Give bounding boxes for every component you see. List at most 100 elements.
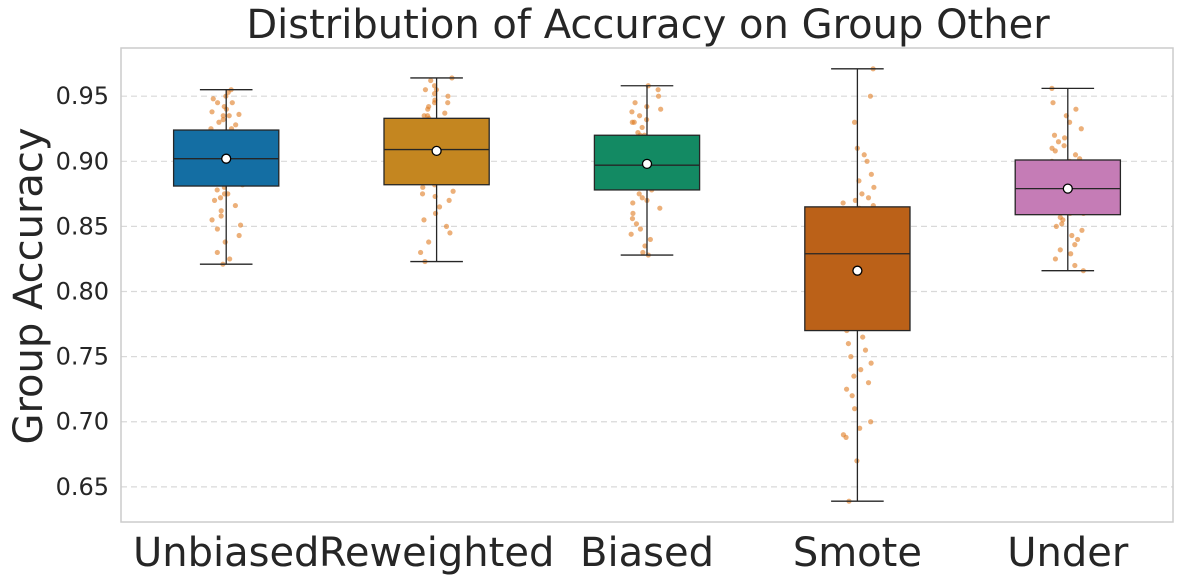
data-point bbox=[431, 90, 438, 97]
data-point bbox=[436, 204, 443, 210]
box-under bbox=[1014, 87, 1122, 272]
data-point bbox=[1068, 251, 1074, 257]
plot-frame bbox=[120, 47, 1174, 523]
data-point bbox=[633, 221, 640, 227]
data-point bbox=[217, 195, 224, 201]
data-point bbox=[1060, 217, 1066, 223]
data-point bbox=[443, 223, 450, 230]
data-point bbox=[647, 236, 653, 243]
data-point bbox=[209, 109, 215, 115]
y-tick-label: 0.75 bbox=[56, 343, 109, 371]
data-point bbox=[865, 380, 872, 386]
y-tick-label: 0.95 bbox=[56, 82, 109, 110]
y-axis-label: Group Accuracy bbox=[6, 127, 52, 444]
data-point bbox=[1072, 262, 1078, 269]
data-point bbox=[642, 243, 648, 249]
x-tick-labels: Unbiased Reweighted Biased Smote Under bbox=[133, 530, 1129, 576]
data-point bbox=[1052, 256, 1059, 262]
data-point bbox=[1050, 100, 1056, 106]
data-point bbox=[628, 231, 634, 237]
data-point bbox=[426, 239, 432, 245]
data-point bbox=[431, 100, 438, 106]
data-point bbox=[442, 110, 448, 116]
data-point bbox=[655, 87, 661, 93]
x-tick-label: Biased bbox=[580, 530, 714, 576]
data-point bbox=[214, 226, 221, 232]
data-point bbox=[860, 334, 866, 340]
data-point bbox=[851, 373, 857, 379]
data-point bbox=[236, 111, 242, 118]
data-point bbox=[425, 106, 431, 112]
data-point bbox=[629, 109, 635, 115]
data-point bbox=[630, 210, 636, 216]
data-point bbox=[232, 202, 238, 209]
data-point bbox=[220, 117, 226, 123]
data-point bbox=[851, 119, 858, 125]
data-point bbox=[636, 113, 643, 119]
data-point bbox=[445, 100, 451, 106]
y-tick-labels: 0.65 0.70 0.75 0.80 0.85 0.90 0.95 bbox=[56, 82, 109, 501]
data-point bbox=[431, 83, 438, 89]
data-point bbox=[849, 393, 855, 399]
boxes bbox=[172, 68, 1122, 502]
data-point bbox=[867, 93, 873, 99]
data-point bbox=[629, 215, 636, 222]
data-point bbox=[1055, 139, 1062, 145]
data-point bbox=[639, 124, 645, 131]
data-point bbox=[639, 195, 645, 201]
data-point bbox=[424, 113, 431, 119]
data-point bbox=[209, 217, 215, 223]
data-point bbox=[858, 367, 864, 373]
data-point bbox=[640, 249, 646, 256]
x-tick-label: Unbiased bbox=[133, 530, 319, 576]
y-tick-label: 0.70 bbox=[56, 408, 109, 436]
data-point bbox=[211, 197, 218, 203]
data-point bbox=[1072, 242, 1078, 248]
data-point bbox=[428, 77, 434, 84]
data-point bbox=[631, 119, 637, 125]
data-point bbox=[1053, 223, 1059, 230]
data-point bbox=[417, 249, 424, 256]
data-point bbox=[871, 184, 877, 190]
data-point bbox=[843, 386, 850, 392]
x-tick-label: Smote bbox=[793, 530, 922, 576]
data-point bbox=[1073, 106, 1079, 112]
data-point bbox=[236, 232, 242, 239]
data-point bbox=[865, 195, 872, 201]
data-point bbox=[420, 184, 426, 190]
data-point bbox=[1078, 126, 1084, 132]
data-point bbox=[1052, 148, 1058, 154]
data-point bbox=[445, 93, 451, 99]
data-point bbox=[218, 208, 224, 214]
x-tick-label: Under bbox=[1007, 530, 1129, 576]
data-point bbox=[845, 340, 852, 347]
data-point bbox=[868, 171, 874, 177]
data-point bbox=[233, 122, 239, 128]
data-point bbox=[446, 197, 452, 203]
data-point bbox=[637, 226, 644, 232]
data-point bbox=[1051, 132, 1058, 138]
data-point bbox=[422, 87, 429, 93]
data-point bbox=[1059, 221, 1065, 227]
data-point bbox=[1069, 232, 1075, 239]
data-point bbox=[1057, 247, 1063, 253]
data-point bbox=[1061, 143, 1067, 149]
mean-marker bbox=[221, 153, 232, 164]
data-point bbox=[450, 188, 456, 194]
mean-marker bbox=[1062, 183, 1073, 194]
box-biased bbox=[593, 85, 701, 256]
y-tick-label: 0.80 bbox=[56, 278, 109, 306]
data-point bbox=[227, 256, 233, 262]
data-point bbox=[1074, 236, 1081, 243]
data-point bbox=[868, 360, 874, 366]
mean-marker bbox=[641, 158, 653, 170]
data-point bbox=[214, 249, 220, 256]
data-point bbox=[840, 200, 846, 206]
data-point bbox=[861, 152, 867, 158]
data-point bbox=[630, 200, 636, 206]
x-tick-label: Reweighted bbox=[319, 530, 554, 576]
data-point bbox=[657, 205, 663, 211]
data-point bbox=[852, 197, 858, 203]
box-reweighted bbox=[383, 77, 490, 263]
